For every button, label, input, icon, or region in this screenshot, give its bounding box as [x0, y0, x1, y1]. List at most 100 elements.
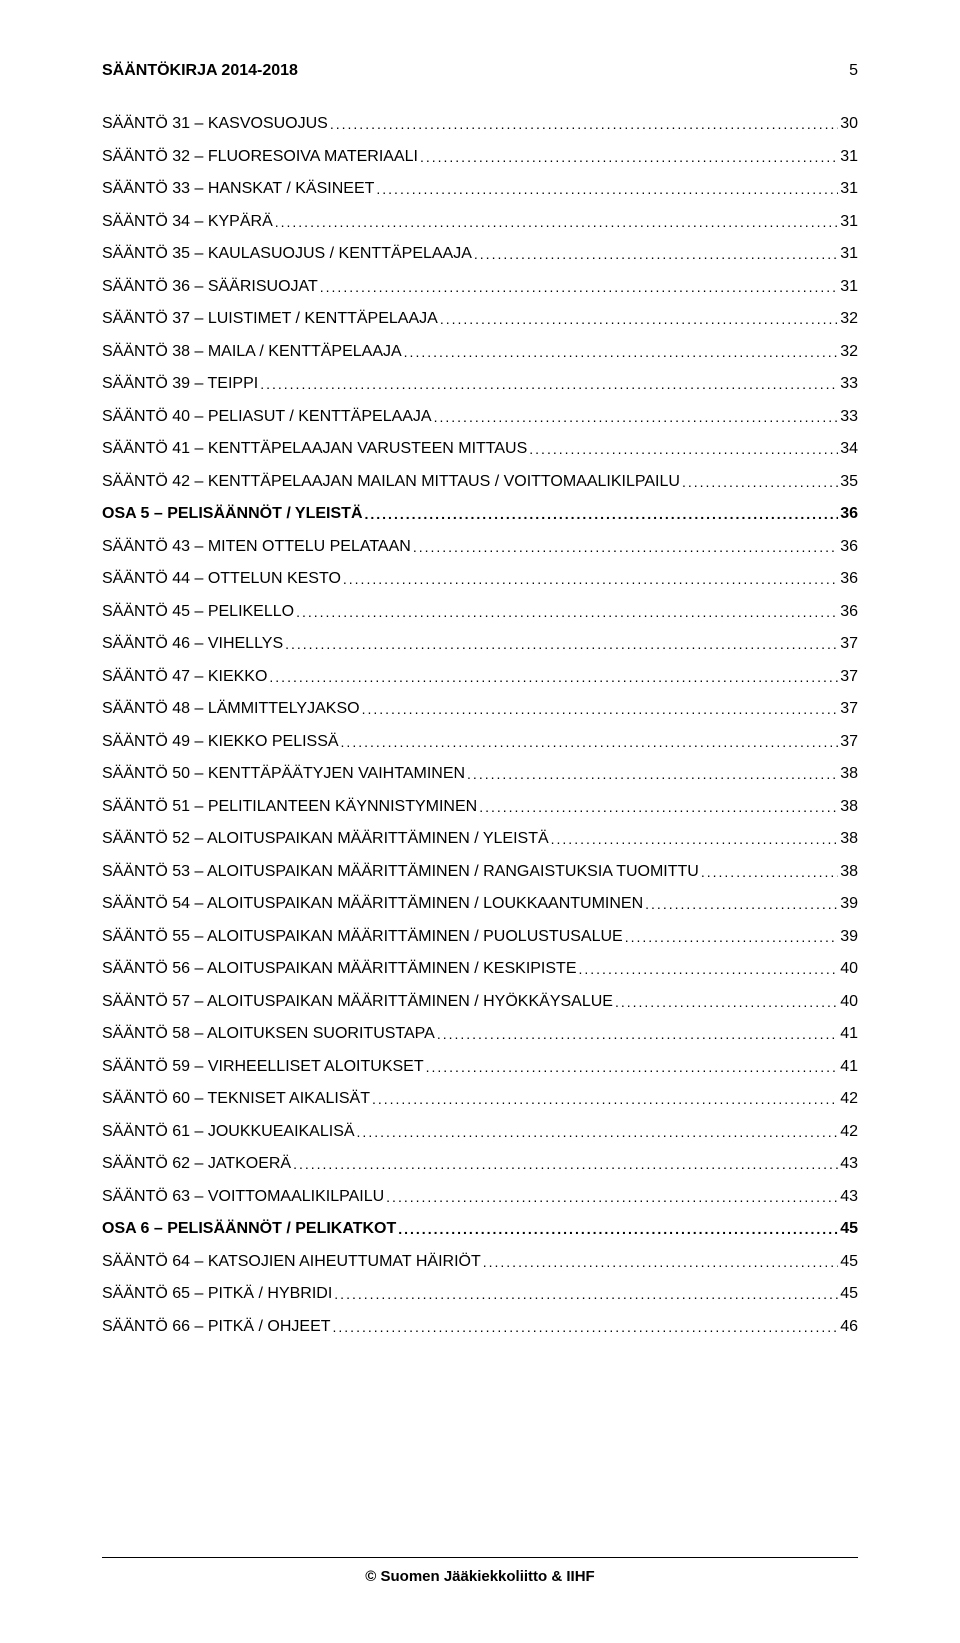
- toc-page: 36: [840, 604, 858, 620]
- toc-leader-dots: [551, 832, 839, 846]
- toc-page: 40: [840, 994, 858, 1010]
- toc-page: 39: [840, 929, 858, 945]
- toc-leader-dots: [269, 670, 838, 684]
- toc-leader-dots: [615, 995, 838, 1009]
- toc-label: SÄÄNTÖ 31 – KASVOSUOJUS: [102, 116, 328, 132]
- toc-entry: SÄÄNTÖ 57 – ALOITUSPAIKAN MÄÄRITTÄMINEN …: [102, 994, 858, 1010]
- toc-label: SÄÄNTÖ 49 – KIEKKO PELISSÄ: [102, 734, 339, 750]
- toc-page: 31: [840, 279, 858, 295]
- toc-page: 37: [840, 636, 858, 652]
- toc-leader-dots: [579, 962, 839, 976]
- toc-entry: SÄÄNTÖ 64 – KATSOJIEN AIHEUTTUMAT HÄIRIÖ…: [102, 1254, 858, 1270]
- toc-entry: SÄÄNTÖ 31 – KASVOSUOJUS 30: [102, 116, 858, 132]
- toc-label: SÄÄNTÖ 39 – TEIPPI: [102, 376, 258, 392]
- toc-entry: SÄÄNTÖ 60 – TEKNISET AIKALISÄT42: [102, 1091, 858, 1107]
- toc-page: 34: [840, 441, 858, 457]
- toc-entry: SÄÄNTÖ 37 – LUISTIMET / KENTTÄPELAAJA 32: [102, 311, 858, 327]
- toc-page: 35: [840, 474, 858, 490]
- toc-leader-dots: [275, 215, 838, 229]
- toc-label: SÄÄNTÖ 44 – OTTELUN KESTO: [102, 571, 341, 587]
- toc-page: 39: [840, 896, 858, 912]
- toc-label: SÄÄNTÖ 56 – ALOITUSPAIKAN MÄÄRITTÄMINEN …: [102, 961, 577, 977]
- toc-entry: SÄÄNTÖ 58 – ALOITUKSEN SUORITUSTAPA41: [102, 1026, 858, 1042]
- toc-leader-dots: [701, 865, 838, 879]
- toc-entry: SÄÄNTÖ 63 – VOITTOMAALIKILPAILU43: [102, 1189, 858, 1205]
- toc-leader-dots: [420, 150, 838, 164]
- toc-entry: SÄÄNTÖ 52 – ALOITUSPAIKAN MÄÄRITTÄMINEN …: [102, 831, 858, 847]
- toc-label: OSA 6 – PELISÄÄNNÖT / PELIKATKOT: [102, 1221, 396, 1237]
- toc-page: 46: [840, 1319, 858, 1335]
- toc-entry: SÄÄNTÖ 46 – VIHELLYS37: [102, 636, 858, 652]
- toc-page: 32: [840, 311, 858, 327]
- toc-page: 38: [840, 864, 858, 880]
- toc-page: 42: [840, 1124, 858, 1140]
- toc-leader-dots: [260, 377, 838, 391]
- toc-entry: SÄÄNTÖ 45 – PELIKELLO36: [102, 604, 858, 620]
- toc-leader-dots: [376, 182, 838, 196]
- toc-page: 31: [840, 149, 858, 165]
- toc-page: 32: [840, 344, 858, 360]
- toc-label: SÄÄNTÖ 61 – JOUKKUEAIKALISÄ: [102, 1124, 355, 1140]
- toc-entry: SÄÄNTÖ 42 – KENTTÄPELAAJAN MAILAN MITTAU…: [102, 474, 858, 490]
- toc-page: 30: [840, 116, 858, 132]
- toc-label: SÄÄNTÖ 64 – KATSOJIEN AIHEUTTUMAT HÄIRIÖ…: [102, 1254, 481, 1270]
- toc-entry: SÄÄNTÖ 56 – ALOITUSPAIKAN MÄÄRITTÄMINEN …: [102, 961, 858, 977]
- toc-entry: SÄÄNTÖ 39 – TEIPPI 33: [102, 376, 858, 392]
- page-header: SÄÄNTÖKIRJA 2014-2018 5: [102, 62, 858, 80]
- toc-leader-dots: [343, 572, 838, 586]
- toc-entry: SÄÄNTÖ 38 – MAILA / KENTTÄPELAAJA32: [102, 344, 858, 360]
- toc-entry: SÄÄNTÖ 66 – PITKÄ / OHJEET46: [102, 1319, 858, 1335]
- toc-label: SÄÄNTÖ 53 – ALOITUSPAIKAN MÄÄRITTÄMINEN …: [102, 864, 699, 880]
- toc-label: SÄÄNTÖ 50 – KENTTÄPÄÄTYJEN VAIHTAMINEN: [102, 766, 465, 782]
- toc-label: SÄÄNTÖ 34 – KYPÄRÄ: [102, 214, 273, 230]
- toc-page: 36: [840, 539, 858, 555]
- toc-entry: SÄÄNTÖ 55 – ALOITUSPAIKAN MÄÄRITTÄMINEN …: [102, 929, 858, 945]
- toc-leader-dots: [296, 605, 838, 619]
- toc-leader-dots: [467, 767, 838, 781]
- toc-page: 38: [840, 799, 858, 815]
- toc-leader-dots: [372, 1092, 838, 1106]
- toc-leader-dots: [365, 507, 839, 521]
- toc-entry: SÄÄNTÖ 41 – KENTTÄPELAAJAN VARUSTEEN MIT…: [102, 441, 858, 457]
- toc-label: SÄÄNTÖ 51 – PELITILANTEEN KÄYNNISTYMINEN: [102, 799, 477, 815]
- toc-label: SÄÄNTÖ 48 – LÄMMITTELYJAKSO: [102, 701, 360, 717]
- toc-leader-dots: [483, 1255, 838, 1269]
- toc-page: 37: [840, 701, 858, 717]
- toc-page: 31: [840, 181, 858, 197]
- toc-leader-dots: [474, 247, 838, 261]
- toc-label: SÄÄNTÖ 47 – KIEKKO: [102, 669, 267, 685]
- toc-page: 40: [840, 961, 858, 977]
- toc-label: SÄÄNTÖ 62 – JATKOERÄ: [102, 1156, 291, 1172]
- toc-entry: OSA 6 – PELISÄÄNNÖT / PELIKATKOT 45: [102, 1221, 858, 1237]
- toc-leader-dots: [682, 475, 838, 489]
- toc-entry: SÄÄNTÖ 61 – JOUKKUEAIKALISÄ 42: [102, 1124, 858, 1140]
- toc-page: 41: [840, 1059, 858, 1075]
- toc-page: 36: [840, 571, 858, 587]
- toc-entry: SÄÄNTÖ 33 – HANSKAT / KÄSINEET31: [102, 181, 858, 197]
- toc-label: SÄÄNTÖ 57 – ALOITUSPAIKAN MÄÄRITTÄMINEN …: [102, 994, 613, 1010]
- toc-leader-dots: [625, 930, 838, 944]
- toc-leader-dots: [333, 1320, 839, 1334]
- toc-leader-dots: [426, 1060, 839, 1074]
- toc-page: 36: [840, 506, 858, 522]
- toc-page: 31: [840, 214, 858, 230]
- toc-label: SÄÄNTÖ 41 – KENTTÄPELAAJAN VARUSTEEN MIT…: [102, 441, 527, 457]
- toc-entry: SÄÄNTÖ 36 – SÄÄRISUOJAT31: [102, 279, 858, 295]
- toc-leader-dots: [330, 117, 838, 131]
- toc-leader-dots: [434, 410, 839, 424]
- toc-leader-dots: [413, 540, 838, 554]
- toc-label: SÄÄNTÖ 52 – ALOITUSPAIKAN MÄÄRITTÄMINEN …: [102, 831, 549, 847]
- toc-label: SÄÄNTÖ 60 – TEKNISET AIKALISÄT: [102, 1091, 370, 1107]
- toc-entry: SÄÄNTÖ 53 – ALOITUSPAIKAN MÄÄRITTÄMINEN …: [102, 864, 858, 880]
- toc-leader-dots: [285, 637, 838, 651]
- toc-label: SÄÄNTÖ 55 – ALOITUSPAIKAN MÄÄRITTÄMINEN …: [102, 929, 623, 945]
- toc-label: SÄÄNTÖ 54 – ALOITUSPAIKAN MÄÄRITTÄMINEN …: [102, 896, 643, 912]
- toc-leader-dots: [293, 1157, 838, 1171]
- toc-page: 33: [840, 376, 858, 392]
- toc-page: 45: [840, 1221, 858, 1237]
- toc-label: SÄÄNTÖ 37 – LUISTIMET / KENTTÄPELAAJA: [102, 311, 438, 327]
- toc-leader-dots: [440, 312, 838, 326]
- toc-entry: SÄÄNTÖ 62 – JATKOERÄ43: [102, 1156, 858, 1172]
- toc-label: SÄÄNTÖ 40 – PELIASUT / KENTTÄPELAAJA: [102, 409, 432, 425]
- document-title: SÄÄNTÖKIRJA 2014-2018: [102, 62, 298, 80]
